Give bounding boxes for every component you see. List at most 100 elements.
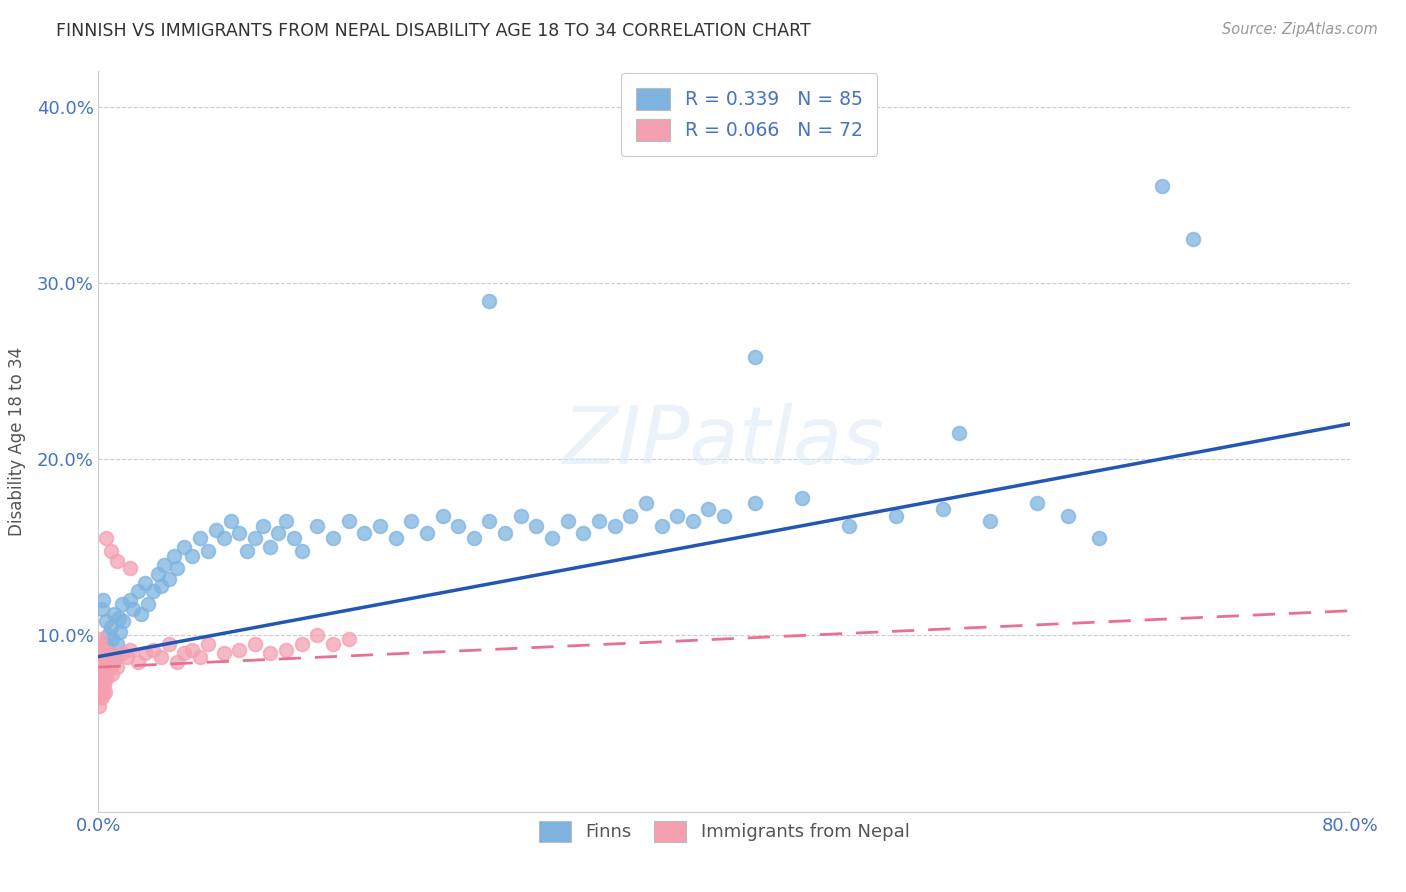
Point: [97, 655, 120, 669]
Point: [93, 637, 115, 651]
Point: [90, 642, 112, 657]
Point: [91, 646, 114, 660]
Point: [682, 514, 704, 528]
Point: [259, 646, 281, 660]
Point: [478, 514, 501, 528]
Point: [93, 667, 115, 681]
Point: [94, 685, 117, 699]
Point: [91, 642, 114, 657]
Point: [110, 624, 132, 639]
Point: [107, 611, 129, 625]
Point: [274, 642, 298, 657]
Point: [322, 532, 344, 546]
Point: [98, 646, 121, 660]
Point: [252, 519, 274, 533]
Point: [173, 541, 195, 555]
Point: [526, 519, 548, 533]
Point: [89, 667, 111, 681]
Point: [96, 671, 118, 685]
Point: [118, 642, 141, 657]
Point: [157, 572, 180, 586]
Point: [96, 532, 118, 546]
Point: [121, 602, 143, 616]
Point: [101, 632, 124, 646]
Point: [1088, 532, 1111, 546]
Point: [188, 649, 211, 664]
Point: [557, 514, 579, 528]
Point: [97, 628, 120, 642]
Point: [744, 350, 766, 364]
Point: [173, 646, 195, 660]
Point: [96, 671, 118, 685]
Point: [157, 637, 180, 651]
Point: [93, 649, 115, 664]
Point: [212, 532, 235, 546]
Point: [112, 615, 135, 629]
Point: [105, 660, 128, 674]
Point: [228, 526, 250, 541]
Point: [96, 660, 118, 674]
Point: [93, 667, 115, 681]
Point: [89, 660, 111, 674]
Point: [127, 655, 149, 669]
Point: [146, 566, 169, 581]
Point: [697, 501, 720, 516]
Point: [105, 554, 128, 568]
Point: [478, 293, 501, 308]
Point: [494, 526, 516, 541]
Point: [979, 514, 1001, 528]
Point: [96, 615, 118, 629]
Text: Source: ZipAtlas.com: Source: ZipAtlas.com: [1222, 22, 1378, 37]
Point: [948, 425, 970, 440]
Text: ZIPatlas: ZIPatlas: [562, 402, 886, 481]
Point: [111, 646, 134, 660]
Y-axis label: Disability Age 18 to 34: Disability Age 18 to 34: [7, 347, 25, 536]
Point: [103, 607, 125, 622]
Point: [90, 660, 112, 674]
Point: [212, 646, 235, 660]
Point: [90, 649, 112, 664]
Point: [101, 667, 124, 681]
Point: [142, 584, 165, 599]
Point: [588, 514, 610, 528]
Point: [93, 655, 115, 669]
Point: [94, 664, 117, 678]
Point: [243, 532, 266, 546]
Point: [204, 523, 226, 537]
Point: [181, 642, 204, 657]
Point: [188, 532, 211, 546]
Point: [541, 532, 564, 546]
Point: [93, 673, 115, 687]
Point: [1182, 232, 1205, 246]
Point: [90, 681, 112, 696]
Text: FINNISH VS IMMIGRANTS FROM NEPAL DISABILITY AGE 18 TO 34 CORRELATION CHART: FINNISH VS IMMIGRANTS FROM NEPAL DISABIL…: [56, 22, 811, 40]
Point: [91, 678, 114, 692]
Point: [105, 637, 128, 651]
Point: [463, 532, 485, 546]
Point: [291, 544, 314, 558]
Point: [153, 558, 176, 572]
Point: [259, 541, 281, 555]
Point: [792, 491, 814, 505]
Point: [90, 655, 112, 669]
Point: [267, 526, 290, 541]
Point: [291, 637, 314, 651]
Point: [93, 646, 115, 660]
Point: [166, 655, 188, 669]
Point: [96, 660, 118, 674]
Point: [368, 519, 391, 533]
Point: [384, 532, 406, 546]
Point: [90, 690, 112, 705]
Point: [181, 549, 204, 563]
Point: [274, 514, 298, 528]
Point: [94, 664, 117, 678]
Point: [118, 593, 141, 607]
Point: [838, 519, 860, 533]
Point: [236, 544, 259, 558]
Point: [401, 514, 423, 528]
Point: [89, 637, 111, 651]
Point: [447, 519, 470, 533]
Point: [104, 649, 127, 664]
Point: [103, 649, 125, 664]
Point: [432, 508, 454, 523]
